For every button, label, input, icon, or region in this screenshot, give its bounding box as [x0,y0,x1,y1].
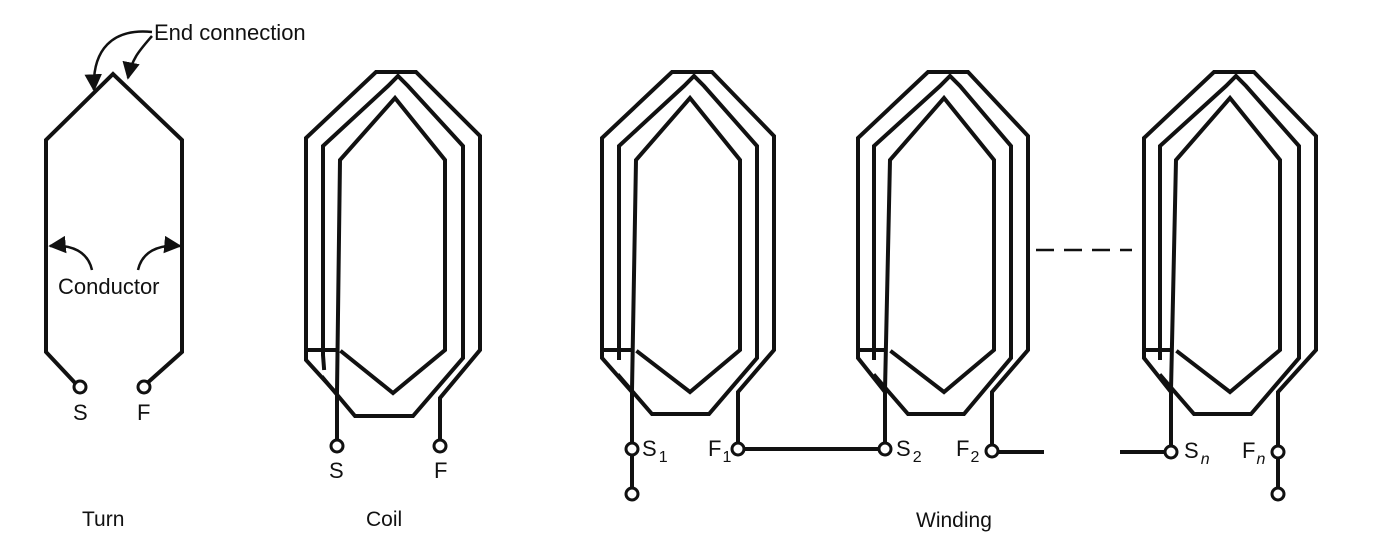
winding-caption: Winding [916,509,992,532]
end-connection-arrow-left [84,30,153,92]
fn-terminal [1270,444,1286,460]
turn-loop [44,71,184,388]
f2-label: F2 [956,436,979,466]
winding-coil-1-loop-2 [616,73,759,416]
coil-caption: Coil [366,508,402,531]
s1-terminal [624,441,640,457]
turn-caption: Turn [82,508,124,531]
winding-coil-n-loop-4 [1168,94,1282,395]
winding-coil-2-loop-1 [856,70,1030,448]
fn-label: Fn [1242,438,1265,468]
winding-coil-1-loop-1 [600,70,776,448]
conductor-arrow-right [136,235,182,271]
winding-coil-1-loop-3 [600,348,634,448]
winding-finish-terminal [1270,486,1286,502]
turn-finish-label: F [137,400,150,425]
turn-start-label: S [73,400,88,425]
winding-start-terminal [624,486,640,502]
conductor-arrow-left [48,235,94,271]
coil-start-label: S [329,458,344,483]
coil-loop-1 [304,70,482,447]
winding-coil-2-loop-3 [856,348,887,448]
winding-coil-1-loop-4 [629,94,742,395]
winding-coil-2-loop-4 [882,94,996,395]
turn-finish-terminal [136,379,152,395]
f2-terminal [984,443,1000,459]
winding-coil-1 [600,70,776,448]
end-connection-label: End connection [154,20,306,45]
end-connection-arrow-right [122,35,153,80]
coil-loop-4 [334,94,447,396]
winding-coil-2 [856,70,1030,448]
sn-terminal [1163,444,1179,460]
f1-label: F1 [708,436,731,466]
coil-start-terminal [329,438,345,454]
turn-figure: S F End connection Conductor Turn [44,20,306,531]
winding-coil-n [1142,70,1318,452]
coil-finish-label: F [434,458,447,483]
winding-coil-n-loop-3 [1142,348,1173,452]
turn-start-terminal [72,379,88,395]
coil-loop-2 [320,73,465,418]
winding-coil-n-loop-1 [1142,70,1318,452]
s2-terminal [877,441,893,457]
winding-coil-n-loop-2 [1158,73,1301,416]
coil-finish-terminal [432,438,448,454]
coil-figure: S F Coil [304,70,482,531]
conductor-label: Conductor [58,274,160,299]
coil-loop-3 [304,348,339,447]
f1-terminal [730,441,746,457]
winding-coil-2-loop-2 [872,73,1013,416]
